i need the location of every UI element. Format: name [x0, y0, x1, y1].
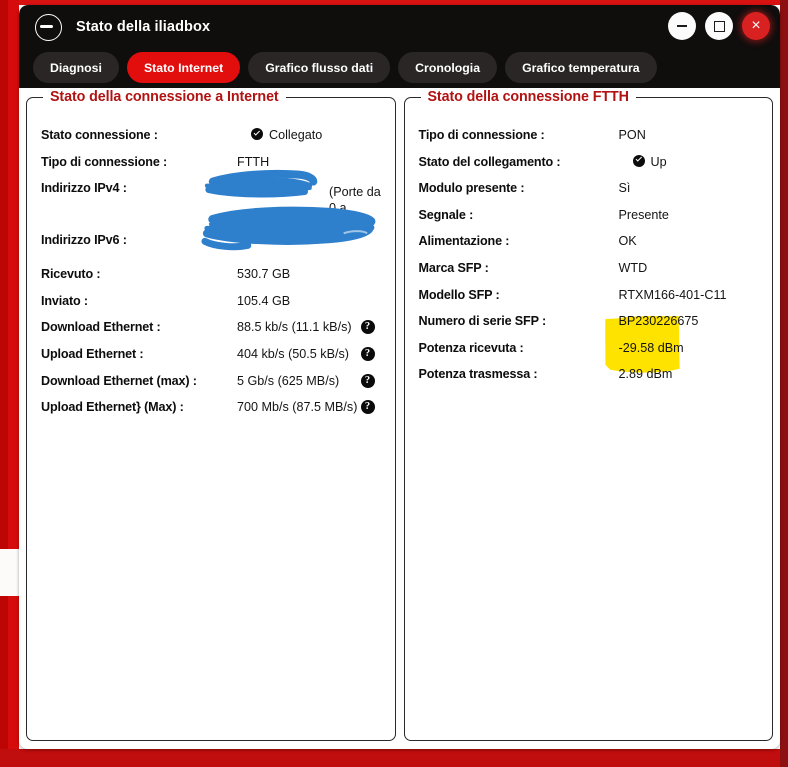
row-internet-9: Upload Ethernet} (Max) : 700 Mb/s (87.5 M…	[41, 398, 385, 425]
row-label: Alimentazione :	[418, 234, 510, 249]
row-value	[237, 231, 385, 233]
panel-ftth-legend: Stato della connessione FTTH	[420, 89, 636, 105]
help-icon[interactable]: ?	[360, 373, 375, 388]
row-value: Up	[619, 153, 763, 170]
row-value: -29.58 dBm	[618, 340, 684, 355]
row-internet-0: Stato connessione : Collegato	[41, 126, 385, 153]
minimize-button[interactable]	[668, 12, 696, 40]
row-ftth-5: Marca SFP : WTD	[419, 259, 763, 286]
row-value: 88.5 kb/s (11.1 kB/s)	[237, 320, 352, 335]
check-circle-icon	[632, 154, 645, 167]
row-value: 700 Mb/s (87.5 MB/s)	[237, 400, 358, 415]
row-value: 2.89 dBm	[618, 367, 673, 382]
row-ftth-3: Segnale : Presente	[419, 206, 763, 233]
row-label: Ricevuto :	[41, 267, 101, 282]
row-label: Tipo di connessione :	[41, 154, 168, 169]
row-value: Presente	[618, 207, 669, 222]
row-ftth-1: Stato del collegamento : Up	[419, 153, 763, 180]
row-ftth-9: Potenza trasmessa : 2.89 dBm	[419, 365, 763, 392]
iliad-circle-dash-icon	[35, 13, 62, 41]
help-icon[interactable]: ?	[360, 320, 375, 335]
row-ftth-6: Modello SFP : RTXM166-401-C11	[419, 286, 763, 313]
row-label: Potenza trasmessa :	[418, 367, 538, 382]
close-button[interactable]: ×	[742, 12, 770, 40]
desktop-left-white-notch	[0, 549, 19, 596]
app-window: Stato della iliadbox × Diagnosi Stato Int…	[19, 5, 780, 749]
panel-ftth-status: Stato della connessione FTTH Tipo di con…	[403, 89, 773, 741]
tab-diagnosi[interactable]: Diagnosi	[33, 52, 119, 83]
row-label: Modello SFP :	[418, 287, 500, 302]
row-label: Segnale :	[418, 207, 474, 222]
row-label: Inviato :	[41, 293, 88, 308]
title-row: Stato della iliadbox	[19, 5, 780, 49]
row-label: Stato del collegamento :	[418, 154, 561, 169]
row-ftth-2: Modulo presente : Sì	[419, 179, 763, 206]
row-internet-6: Download Ethernet : 88.5 kb/s (11.1 kB/s)…	[41, 318, 385, 345]
row-label: Download Ethernet (max) :	[41, 373, 197, 388]
row-value: 530.7 GB	[237, 267, 291, 282]
maximize-button[interactable]	[705, 12, 733, 40]
check-circle-icon	[251, 128, 263, 140]
close-icon: ×	[751, 16, 761, 34]
row-label: Upload Ethernet :	[41, 347, 144, 362]
tab-cronologia[interactable]: Cronologia	[398, 52, 498, 83]
tab-grafico-flusso-dati[interactable]: Grafico flusso dati	[248, 52, 391, 83]
row-value: OK	[618, 234, 637, 249]
row-value: 105.4 GB	[237, 293, 291, 308]
desktop-red-left-dark-edge	[0, 0, 8, 767]
row-label: Potenza ricevuta :	[418, 340, 524, 355]
panel-internet-status: Stato della connessione a Internet Stato…	[26, 89, 396, 741]
row-internet-2: Indirizzo IPv4 : (Porte da 0 a 65535)	[41, 179, 385, 231]
row-value: 404 kb/s (50.5 kB/s)	[237, 347, 349, 362]
row-value: 5 Gb/s (625 MB/s)	[237, 373, 340, 388]
row-label: Stato connessione :	[41, 128, 158, 142]
row-internet-1: Tipo di connessione : FTTH	[41, 153, 385, 180]
ftth-rows: Tipo di connessione : PON Stato del colleg…	[405, 117, 773, 392]
desktop-red-top-edge	[0, 0, 788, 5]
content-area: Stato della connessione a Internet Stato…	[19, 88, 780, 749]
row-internet-8: Download Ethernet (max) : 5 Gb/s (625 MB/…	[41, 372, 385, 399]
desktop-red-bottom-edge	[0, 749, 788, 767]
row-label: Modulo presente :	[418, 181, 525, 196]
row-label: Upload Ethernet} (Max) :	[41, 400, 184, 415]
row-internet-4: Ricevuto : 530.7 GB	[41, 265, 385, 292]
window-controls: ×	[668, 12, 770, 40]
tab-stato-internet[interactable]: Stato Internet	[126, 52, 241, 83]
row-label: Numero di serie SFP :	[418, 314, 547, 329]
row-label: Indirizzo IPv6 :	[41, 233, 127, 248]
internet-rows: Stato connessione : Collegato Tipo di conn…	[27, 117, 395, 425]
row-value-text: Collegato	[269, 128, 323, 142]
help-icon[interactable]: ?	[360, 400, 375, 415]
row-value-text: Up	[650, 154, 667, 169]
panel-internet-legend: Stato della connessione a Internet	[43, 89, 286, 105]
tab-bar: Diagnosi Stato Internet Grafico flusso dat…	[33, 52, 657, 83]
row-value: WTD	[618, 260, 648, 275]
desktop-red-right-edge	[780, 0, 788, 767]
row-internet-3: Indirizzo IPv6 :	[41, 231, 385, 265]
help-icon[interactable]: ?	[360, 347, 375, 362]
row-label: Marca SFP :	[418, 260, 489, 275]
row-value: (Porte da 0 a 65535)	[329, 185, 381, 230]
row-label: Download Ethernet :	[41, 320, 161, 335]
row-ftth-4: Alimentazione : OK	[419, 232, 763, 259]
title-bar: Stato della iliadbox × Diagnosi Stato Int…	[19, 5, 780, 88]
row-value: FTTH	[237, 154, 270, 169]
row-ftth-7: Numero di serie SFP : BP230226675	[419, 312, 763, 339]
row-value: Sì	[618, 181, 631, 196]
row-value: Collegato	[237, 126, 385, 143]
row-ftth-0: Tipo di connessione : PON	[419, 126, 763, 153]
row-ftth-8: Potenza ricevuta : -29.58 dBm	[419, 339, 763, 366]
window-title: Stato della iliadbox	[76, 19, 211, 35]
tab-grafico-temperatura[interactable]: Grafico temperatura	[505, 52, 657, 83]
row-internet-7: Upload Ethernet : 404 kb/s (50.5 kB/s)?	[41, 345, 385, 372]
row-value: RTXM166-401-C11	[618, 287, 727, 302]
row-label: Tipo di connessione :	[418, 128, 545, 142]
row-label: Indirizzo IPv4 :	[41, 181, 127, 196]
row-value: PON	[618, 128, 646, 142]
row-internet-5: Inviato : 105.4 GB	[41, 292, 385, 319]
row-value: BP230226675	[618, 314, 699, 329]
